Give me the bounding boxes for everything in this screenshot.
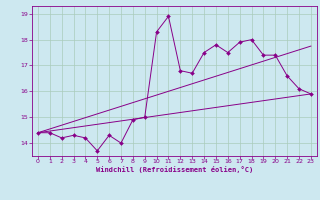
X-axis label: Windchill (Refroidissement éolien,°C): Windchill (Refroidissement éolien,°C) <box>96 166 253 173</box>
